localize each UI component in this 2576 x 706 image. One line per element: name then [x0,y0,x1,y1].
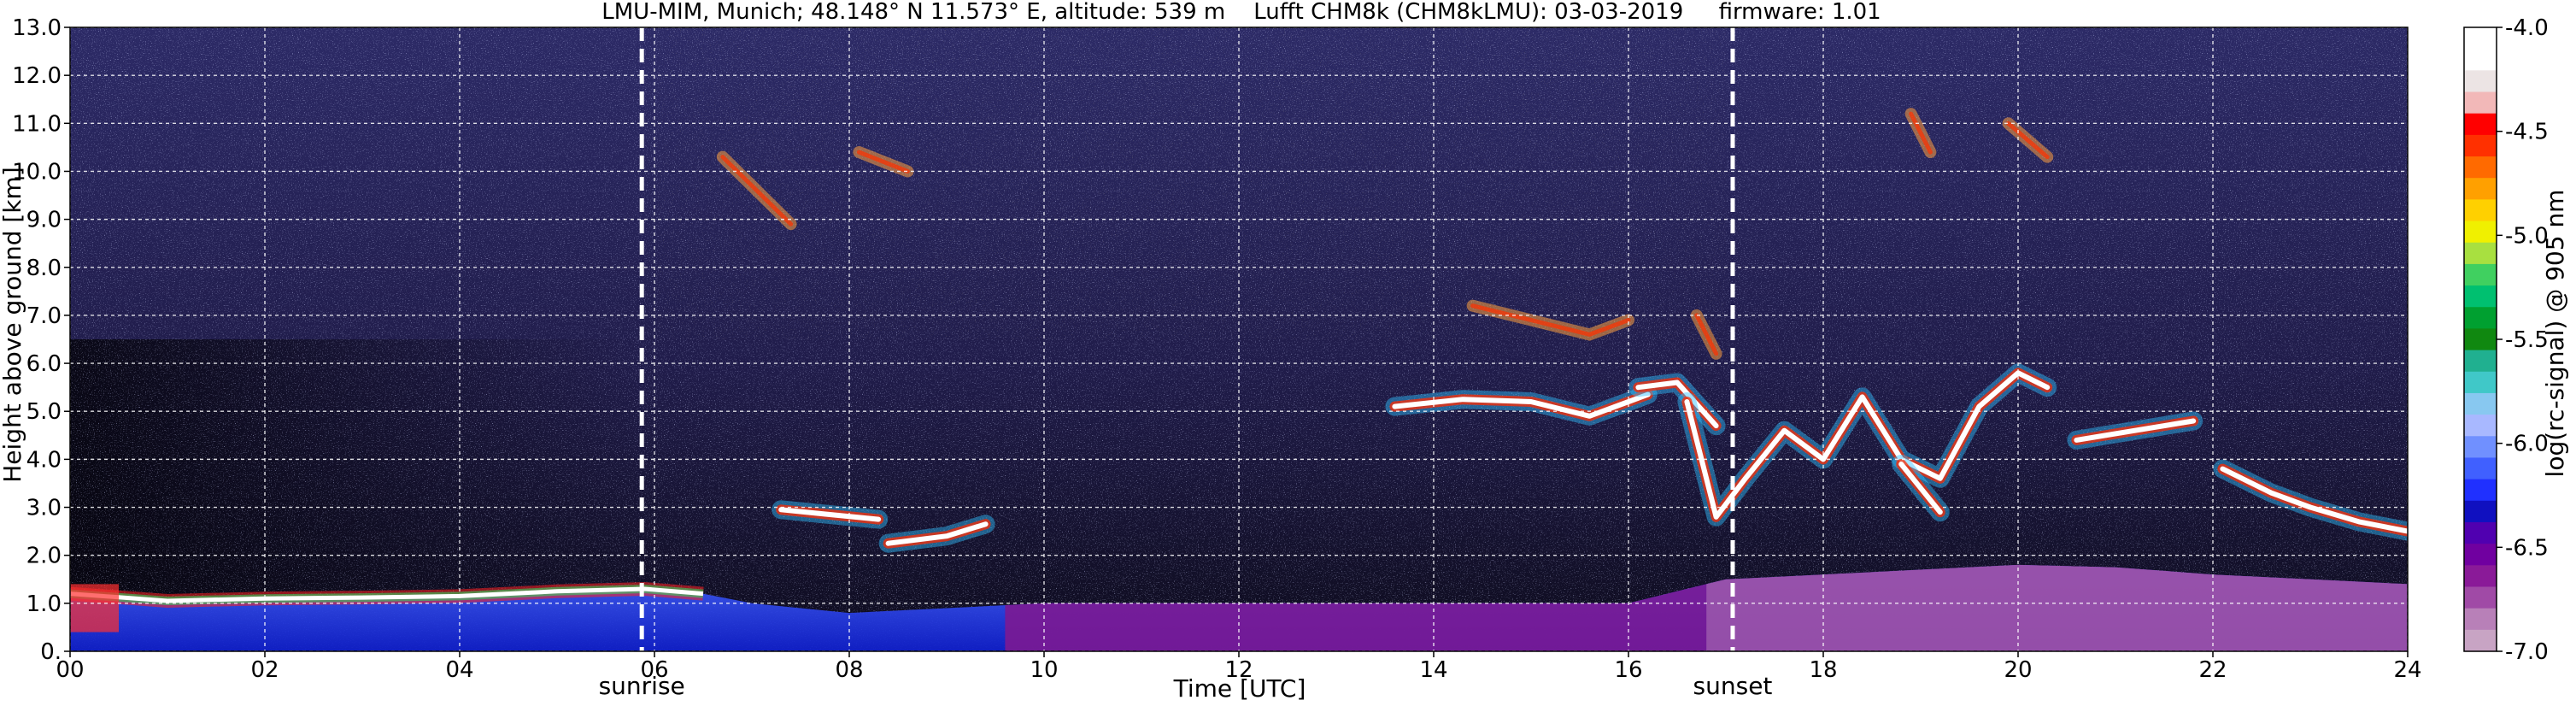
x-axis-label: Time [UTC] [1173,674,1306,703]
x-tick-label: 24 [2393,657,2421,683]
residual-layer-hotspot [70,584,119,632]
colorbar-swatch [2464,27,2497,50]
colorbar-tick-label: -6.5 [2505,535,2549,561]
y-tick-label: 1.0 [26,591,62,617]
x-tick-label: 18 [1809,657,1837,683]
cloud-core [1635,379,1719,429]
colorbar-label: log(rc-signal) @ 905 nm [2541,190,2569,478]
cloud-core [1898,462,1943,515]
colorbar-swatch [2464,49,2497,71]
x-tick-label: 22 [2198,657,2227,683]
colorbar-tick-label: -5.5 [2505,327,2549,353]
chart-title: LMU-MIM, Munich; 48.148° N 11.573° E, al… [601,0,1881,25]
cloud-core [1392,391,1651,419]
y-tick-label: 5.0 [26,399,62,425]
colorbar-swatch [2464,199,2497,222]
cirrus-core [1694,313,1719,356]
y-tick-label: 9.0 [26,208,62,233]
colorbar-swatch [2464,242,2497,265]
cloud-core [2074,418,2197,443]
colorbar: -4.0 -4.5 -5.0 -5.5 -6.0 -6.5 -7.0 [2463,15,2549,665]
colorbar-tick-label: -5.0 [2505,223,2549,249]
grid-lines [70,27,2408,651]
cloud-core [778,507,882,522]
colorbar-swatch [2464,156,2497,179]
boundary-layer-top [70,586,704,603]
y-tick-label: 13.0 [12,15,62,41]
y-tick-label: 2.0 [26,544,62,569]
colorbar-swatch [2464,457,2497,480]
colorbar-swatch [2464,565,2497,588]
colorbar-swatch [2464,91,2497,115]
sunrise-sunset-markers [639,27,1735,651]
x-tick-label: 10 [1030,657,1058,683]
x-tick-label: 02 [250,657,279,683]
marker-labels: sunrise sunset [599,672,1773,700]
colorbar-swatch [2464,263,2497,286]
y-tick-label: 11.0 [12,111,62,137]
cirrus-core [2006,121,2050,160]
colorbar-swatch [2464,500,2497,523]
colorbar-swatch [2464,436,2497,459]
colorbar-swatch [2464,371,2497,394]
cirrus-core [856,150,910,174]
colorbar-swatch [2464,415,2497,437]
colorbar-swatch [2464,178,2497,200]
colorbar-swatch [2464,544,2497,566]
x-tick-label: 14 [1419,657,1447,683]
x-tick-label: 20 [2004,657,2032,683]
y-tick-label: 10.0 [12,159,62,185]
sunrise-label: sunrise [599,672,685,700]
colorbar-swatch [2464,307,2497,330]
colorbar-swatch [2464,586,2497,609]
colorbar-swatch [2464,392,2497,415]
signal-noise-cirrus [654,27,1726,339]
colorbar-tick-label: -4.0 [2505,15,2549,41]
y-tick-label: 6.0 [26,351,62,377]
x-tick-label: 12 [1224,657,1253,683]
colorbar-swatch [2464,285,2497,308]
colorbar-swatch [2464,221,2497,244]
colorbar-swatch [2464,479,2497,502]
cirrus-core [720,155,794,227]
colorbar-tick-label: -7.0 [2505,639,2549,665]
y-tick-label: 0. [40,639,62,665]
y-tick-label: 12.0 [12,63,62,89]
colorbar-swatch [2464,629,2497,652]
x-tick-label: 04 [445,657,473,683]
y-tick-label: 7.0 [26,303,62,329]
y-axis-label: Height above ground [km] [0,167,26,483]
x-tick-label: 16 [1614,657,1642,683]
colorbar-tick-label: -4.5 [2505,120,2549,145]
colorbar-swatch [2464,521,2497,544]
colorbar-swatch [2464,608,2497,631]
y-tick-label: 3.0 [26,496,62,521]
colorbar-swatch [2464,350,2497,373]
cloud-core [1684,370,2051,520]
x-tick-label: 00 [56,657,84,683]
colorbar-swatch [2464,113,2497,136]
x-tick-label: 06 [640,657,668,683]
cirrus-core [1909,111,1933,155]
cirrus-core [1470,303,1631,338]
x-tick-label: 08 [835,657,863,683]
colorbar-swatch [2464,70,2497,93]
cloud-core [2220,466,2408,534]
colorbar-tick-label: -6.0 [2505,432,2549,457]
axis-ticks: 00 02 04 06 08 10 12 14 16 18 20 22 24 0. 1.0 2.0 3.0 4.0… [12,15,2421,683]
cloud-core [885,521,989,546]
y-tick-label: 8.0 [26,256,62,281]
colorbar-swatch [2464,134,2497,157]
y-tick-label: 4.0 [26,447,62,473]
colorbar-swatch [2464,328,2497,351]
sunset-label: sunset [1693,672,1773,700]
